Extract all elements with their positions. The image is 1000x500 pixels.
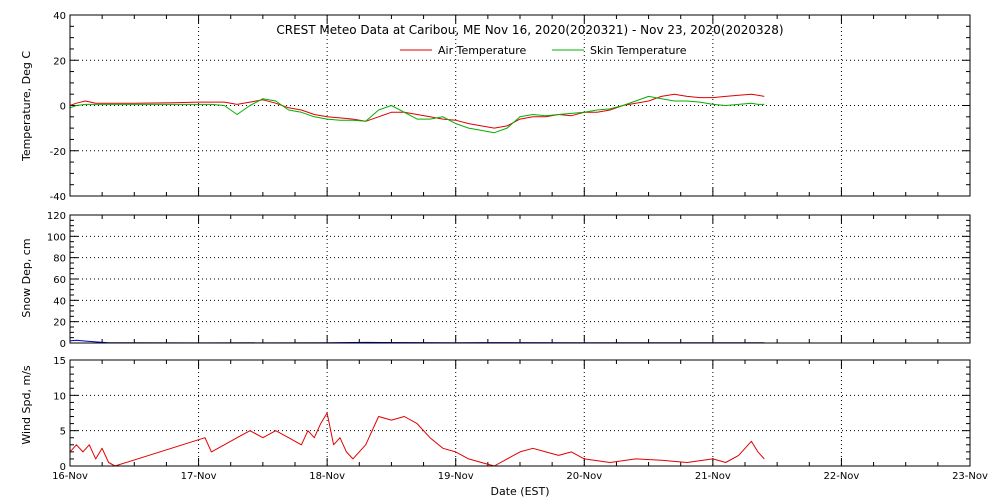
snow-y-axis-label: Snow Dep, cm (20, 238, 33, 317)
wind-y-tick-label: 0 (60, 462, 66, 473)
wind-y-tick-label: 5 (60, 427, 66, 438)
x-tick-label: 21-Nov (695, 471, 731, 482)
x-tick-label: 22-Nov (823, 471, 859, 482)
temperature-y-tick-label: 0 (60, 102, 66, 113)
temperature-y-tick-label: -20 (50, 147, 66, 158)
temperature-series-line-0 (69, 93, 765, 129)
legend-label-skin: Skin Temperature (590, 44, 687, 57)
snow-y-tick-label: 80 (53, 254, 66, 265)
snow-y-tick-label: 0 (60, 339, 66, 350)
x-axis-label: Date (EST) (490, 485, 549, 498)
x-tick-label: 19-Nov (438, 471, 474, 482)
x-tick-label: 20-Nov (566, 471, 602, 482)
temperature-y-tick-label: -40 (50, 192, 66, 203)
temperature-y-axis-label: Temperature, Deg C (20, 51, 33, 162)
wind-plot-frame (69, 359, 971, 467)
x-tick-label: 16-Nov (52, 471, 88, 482)
x-tick-label: 17-Nov (181, 471, 217, 482)
x-tick-label: 18-Nov (309, 471, 345, 482)
snow-y-tick-label: 40 (53, 296, 66, 307)
temperature-panel: -40 -20 0 20 40 (50, 11, 971, 203)
temperature-plot-frame (69, 14, 971, 197)
legend-label-air: Air Temperature (438, 44, 527, 57)
snow-y-tick-label: 60 (53, 275, 66, 286)
x-tick-label: 23-Nov (952, 471, 988, 482)
snow-y-tick-label: 100 (47, 232, 66, 243)
temperature-series-line-1 (69, 95, 765, 134)
legend: Air Temperature Skin Temperature (400, 44, 687, 57)
temperature-y-tick-label: 20 (53, 56, 66, 67)
wind-series-line-0 (69, 412, 765, 467)
temperature-y-tick-label: 40 (53, 11, 66, 22)
wind-speed-panel: 0 5 10 15 16-Nov 17-Nov 18-Nov 19-Nov 20-Nov 21-N… (52, 356, 988, 482)
snow-y-tick-label: 20 (53, 318, 66, 329)
wind-y-tick-label: 10 (53, 391, 66, 402)
snow-y-tick-label: 120 (47, 211, 66, 222)
snow-plot-frame (69, 214, 971, 344)
chart-title: CREST Meteo Data at Caribou, ME Nov 16, … (276, 23, 783, 37)
snow-depth-panel: 0 20 40 60 80 100 120 (47, 211, 971, 350)
wind-y-axis-label: Wind Spd, m/s (20, 365, 33, 445)
wind-y-tick-label: 15 (53, 356, 66, 367)
